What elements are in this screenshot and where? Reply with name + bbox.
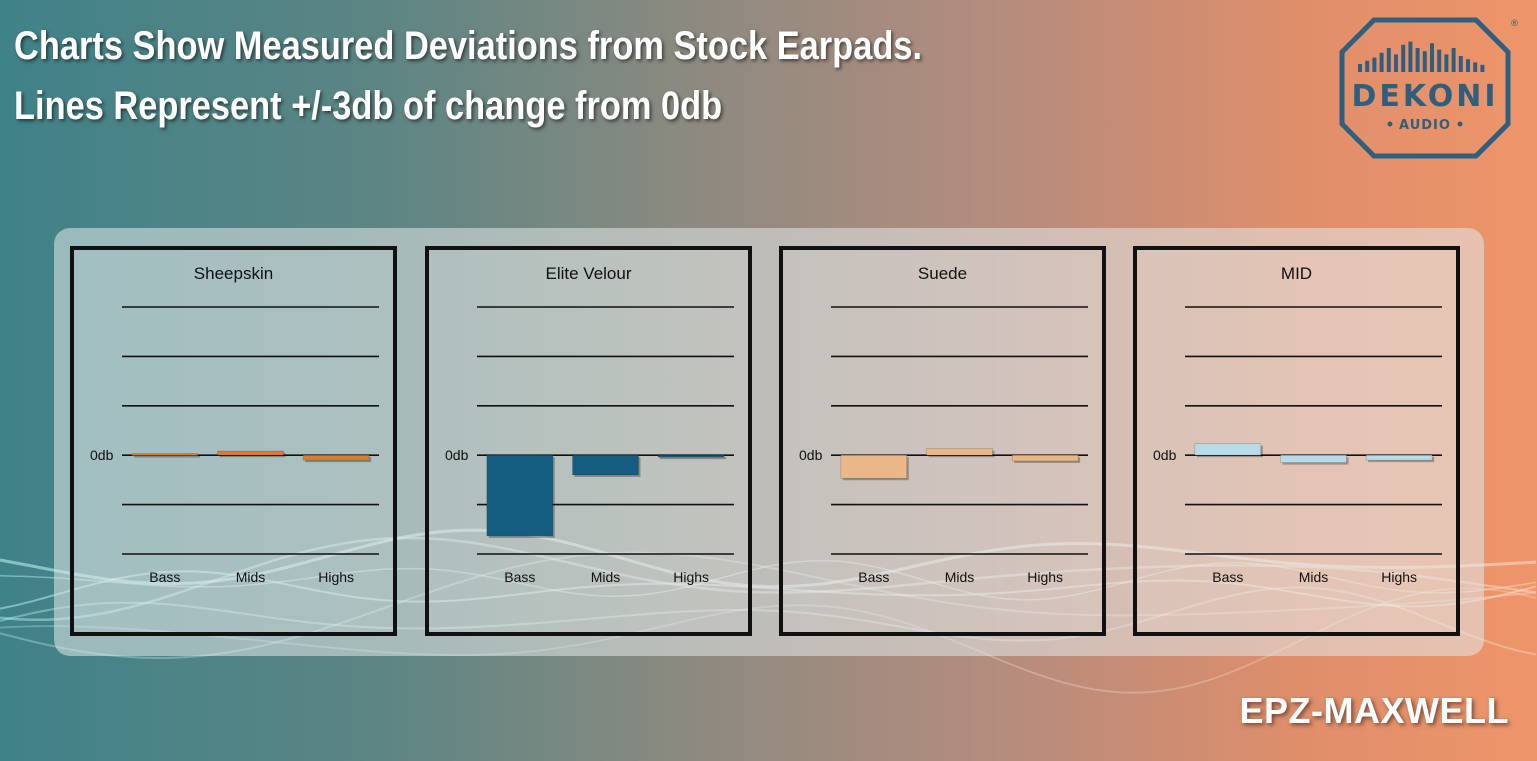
zero-label: 0db bbox=[799, 447, 823, 463]
chart-plot-background bbox=[783, 250, 1102, 632]
zero-label: 0db bbox=[445, 447, 469, 463]
chart-title: MID bbox=[1281, 264, 1312, 283]
bar bbox=[1280, 454, 1347, 463]
chart-mid: MID 0db Bass Mids Highs bbox=[1133, 246, 1460, 636]
bar-shadow bbox=[133, 455, 200, 458]
logo-eq-bar bbox=[1408, 41, 1413, 72]
bar bbox=[1365, 454, 1433, 461]
bar bbox=[657, 454, 725, 458]
logo-eq-bar bbox=[1386, 48, 1391, 72]
zero-label: 0db bbox=[90, 447, 114, 463]
logo-dot-left bbox=[1387, 121, 1393, 127]
bar bbox=[926, 448, 993, 456]
logo-eq-bar bbox=[1365, 60, 1370, 72]
bar bbox=[840, 454, 908, 479]
chart-plot-background bbox=[1137, 250, 1456, 632]
bar bbox=[1011, 454, 1079, 462]
logo-eq-bar bbox=[1430, 43, 1434, 72]
logo-hexagon bbox=[1339, 17, 1511, 159]
category-label: Mids bbox=[945, 569, 975, 585]
category-label: Bass bbox=[504, 569, 535, 585]
chart-svg: MID 0db Bass Mids Highs bbox=[1137, 250, 1456, 632]
category-label: Highs bbox=[673, 569, 709, 585]
category-label: Bass bbox=[149, 569, 180, 585]
logo-eq-bar bbox=[1415, 48, 1420, 72]
logo-eq-bar bbox=[1422, 51, 1427, 72]
headline: Charts Show Measured Deviations from Sto… bbox=[14, 16, 922, 136]
chart-elite-velour: Elite Velour 0db Bass Mids Highs bbox=[425, 246, 752, 636]
logo-eq-bar bbox=[1473, 62, 1478, 72]
zero-label: 0db bbox=[1153, 447, 1177, 463]
logo-eq-bar bbox=[1466, 59, 1470, 72]
category-label: Mids bbox=[236, 569, 266, 585]
logo-eq-bar bbox=[1451, 48, 1456, 72]
bar bbox=[572, 454, 639, 476]
logo-eq-bar bbox=[1372, 57, 1377, 72]
bar bbox=[1194, 443, 1262, 456]
category-label: Bass bbox=[1212, 569, 1243, 585]
logo-eq-bar bbox=[1437, 49, 1442, 72]
chart-suede: Suede 0db Bass Mids Highs bbox=[779, 246, 1106, 636]
bar bbox=[302, 454, 370, 461]
chart-svg: Sheepskin 0db Bass Mids Highs bbox=[74, 250, 393, 632]
bar bbox=[486, 454, 554, 537]
logo-eq-bar bbox=[1358, 64, 1362, 72]
logo-eq-bar bbox=[1379, 52, 1384, 72]
logo-eq-bar bbox=[1458, 56, 1463, 72]
chart-title: Sheepskin bbox=[194, 264, 273, 283]
category-label: Bass bbox=[858, 569, 889, 585]
chart-sheepskin: Sheepskin 0db Bass Mids Highs bbox=[70, 246, 397, 636]
chart-plot-background bbox=[429, 250, 748, 632]
chart-title: Suede bbox=[918, 264, 967, 283]
headline-line-1: Charts Show Measured Deviations from Sto… bbox=[14, 24, 923, 68]
dekoni-logo: DEKONI AUDIO ® bbox=[1339, 17, 1519, 159]
logo-dot-right bbox=[1457, 121, 1463, 127]
chart-svg: Suede 0db Bass Mids Highs bbox=[783, 250, 1102, 632]
product-name: EPZ-MAXWELL bbox=[1239, 690, 1509, 731]
category-label: Highs bbox=[318, 569, 354, 585]
chart-title: Elite Velour bbox=[546, 264, 632, 283]
chart-plot-background bbox=[74, 250, 393, 632]
bar bbox=[217, 450, 284, 456]
category-label: Highs bbox=[1381, 569, 1417, 585]
category-label: Mids bbox=[1299, 569, 1329, 585]
logo-eq-bar bbox=[1394, 54, 1398, 72]
logo-eq-bar bbox=[1401, 44, 1406, 72]
category-label: Mids bbox=[591, 569, 621, 585]
charts-panel bbox=[54, 228, 1484, 656]
logo-sub: AUDIO bbox=[1399, 118, 1451, 133]
category-label: Highs bbox=[1027, 569, 1063, 585]
headline-line-2: Lines Represent +/-3db of change from 0d… bbox=[14, 84, 723, 128]
chart-svg: Elite Velour 0db Bass Mids Highs bbox=[429, 250, 748, 632]
logo-brand: DEKONI bbox=[1351, 79, 1498, 114]
logo-eq-bar bbox=[1444, 54, 1449, 72]
logo-registered: ® bbox=[1510, 19, 1519, 29]
bar-shadow bbox=[660, 457, 727, 460]
bar bbox=[131, 453, 199, 456]
logo-eq-bar bbox=[1480, 64, 1485, 72]
logo-equalizer-icon bbox=[1358, 41, 1485, 72]
